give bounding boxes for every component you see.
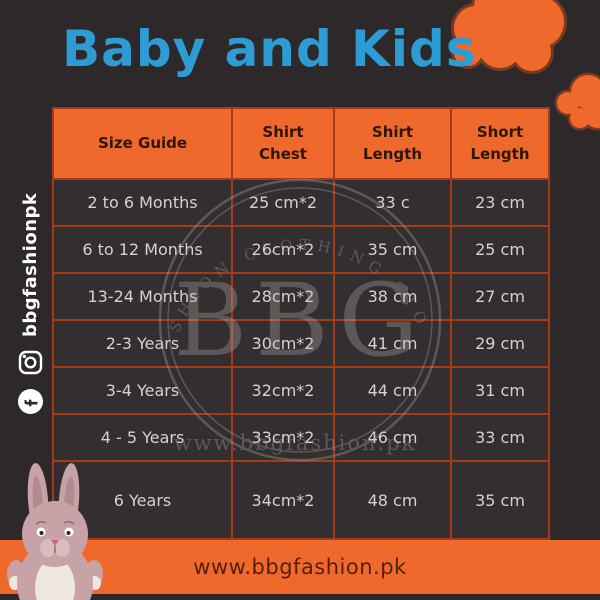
facebook-icon[interactable] [17,388,44,415]
page-title: Baby and Kids [62,20,477,78]
cell-shirt-length: 48 cm [333,460,452,540]
cell-chest: 30cm*2 [231,319,335,368]
cell-short-length: 25 cm [450,225,550,274]
cell-short-length: 23 cm [450,178,550,227]
cell-short-length: 35 cm [450,460,550,540]
table-row: 3-4 Years 32cm*2 44 cm 31 cm [52,366,550,415]
cell-shirt-length: 38 cm [333,272,452,321]
cell-size: 13-24 Months [52,272,233,321]
table-row: 13-24 Months 28cm*2 38 cm 27 cm [52,272,550,321]
footer-website-link[interactable]: www.bbgfashion.pk [193,555,407,579]
table-row: 2-3 Years 30cm*2 41 cm 29 cm [52,319,550,368]
cell-chest: 28cm*2 [231,272,335,321]
instagram-icon[interactable] [17,349,44,376]
header-shirt-chest: Shirt Chest [231,107,335,180]
table-row: 6 to 12 Months 26cm*2 35 cm 25 cm [52,225,550,274]
cell-short-length: 27 cm [450,272,550,321]
cell-shirt-length: 33 c [333,178,452,227]
cell-shirt-length: 41 cm [333,319,452,368]
cell-short-length: 29 cm [450,319,550,368]
cell-size: 2 to 6 Months [52,178,233,227]
cloud-large-icon [451,0,567,74]
clouds-decoration [451,0,600,131]
header-short-length: Short Length [450,107,550,180]
cell-size: 4 - 5 Years [52,413,233,462]
cell-size: 3-4 Years [52,366,233,415]
cell-size: 6 to 12 Months [52,225,233,274]
header-shirt-length: Shirt Length [333,107,452,180]
cell-shirt-length: 35 cm [333,225,452,274]
table-row: 4 - 5 Years 33cm*2 46 cm 33 cm [52,413,550,462]
table-header-row: Size Guide Shirt Chest Shirt Length Shor… [52,107,550,180]
cell-chest: 25 cm*2 [231,178,335,227]
cloud-small-icon [554,72,600,131]
cell-short-length: 33 cm [450,413,550,462]
table-row: 6 Years 34cm*2 48 cm 35 cm [52,460,550,540]
cell-size: 2-3 Years [52,319,233,368]
social-branding: bbgfashionpk [10,185,50,415]
cell-chest: 33cm*2 [231,413,335,462]
cell-short-length: 31 cm [450,366,550,415]
cell-chest: 32cm*2 [231,366,335,415]
cell-size: 6 Years [52,460,233,540]
bunny-illustration [7,463,103,600]
cell-chest: 26cm*2 [231,225,335,274]
cell-shirt-length: 46 cm [333,413,452,462]
table-row: 2 to 6 Months 25 cm*2 33 c 23 cm [52,178,550,227]
size-guide-table: Size Guide Shirt Chest Shirt Length Shor… [52,107,550,540]
cell-shirt-length: 44 cm [333,366,452,415]
social-handle-label: bbgfashionpk [19,192,41,337]
cell-chest: 34cm*2 [231,460,335,540]
header-size-guide: Size Guide [52,107,233,180]
